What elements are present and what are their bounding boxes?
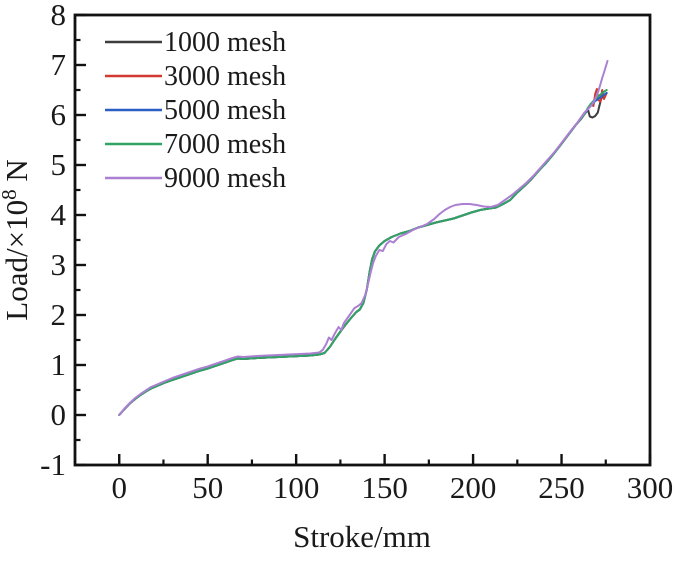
x-axis-tick-label: 200 — [450, 470, 497, 505]
legend-label-1000-mesh: 1000 mesh — [164, 27, 286, 58]
y-axis-tick-label: 5 — [51, 147, 67, 182]
plot-frame — [73, 13, 652, 467]
y-axis-title: Load/×108 N — [0, 159, 34, 320]
x-axis-tick-label: 50 — [192, 470, 223, 505]
y-axis-tick-label: 6 — [51, 97, 67, 132]
x-axis-tick-label: 100 — [273, 470, 320, 505]
x-axis-tick-label: 300 — [627, 470, 674, 505]
y-axis-tick-label: 3 — [51, 247, 67, 282]
y-axis-tick-label: 2 — [51, 297, 67, 332]
y-axis-tick-label: -1 — [40, 447, 66, 482]
y-axis-tick-label: 7 — [51, 47, 67, 82]
x-axis-tick-label: 250 — [538, 470, 585, 505]
x-axis-tick-label: 150 — [361, 470, 408, 505]
legend-label-5000-mesh: 5000 mesh — [164, 95, 286, 126]
y-axis-tick-label: 1 — [51, 347, 67, 382]
x-axis-title: Stroke/mm — [293, 519, 431, 554]
series-line-9000-mesh — [118, 60, 609, 416]
legend-label-7000-mesh: 7000 mesh — [164, 129, 286, 160]
y-axis-tick-label: 4 — [51, 197, 67, 232]
legend-label-9000-mesh: 9000 mesh — [164, 163, 286, 194]
legend-label-3000-mesh: 3000 mesh — [164, 61, 286, 92]
y-axis-tick-label: 0 — [51, 397, 67, 432]
x-axis-tick-label: 0 — [111, 470, 127, 505]
y-axis-tick-label: 8 — [51, 0, 67, 32]
